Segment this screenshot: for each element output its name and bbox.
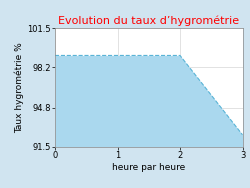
X-axis label: heure par heure: heure par heure bbox=[112, 163, 186, 172]
Y-axis label: Taux hygrométrie %: Taux hygrométrie % bbox=[15, 42, 24, 133]
Title: Evolution du taux d’hygrométrie: Evolution du taux d’hygrométrie bbox=[58, 16, 239, 26]
